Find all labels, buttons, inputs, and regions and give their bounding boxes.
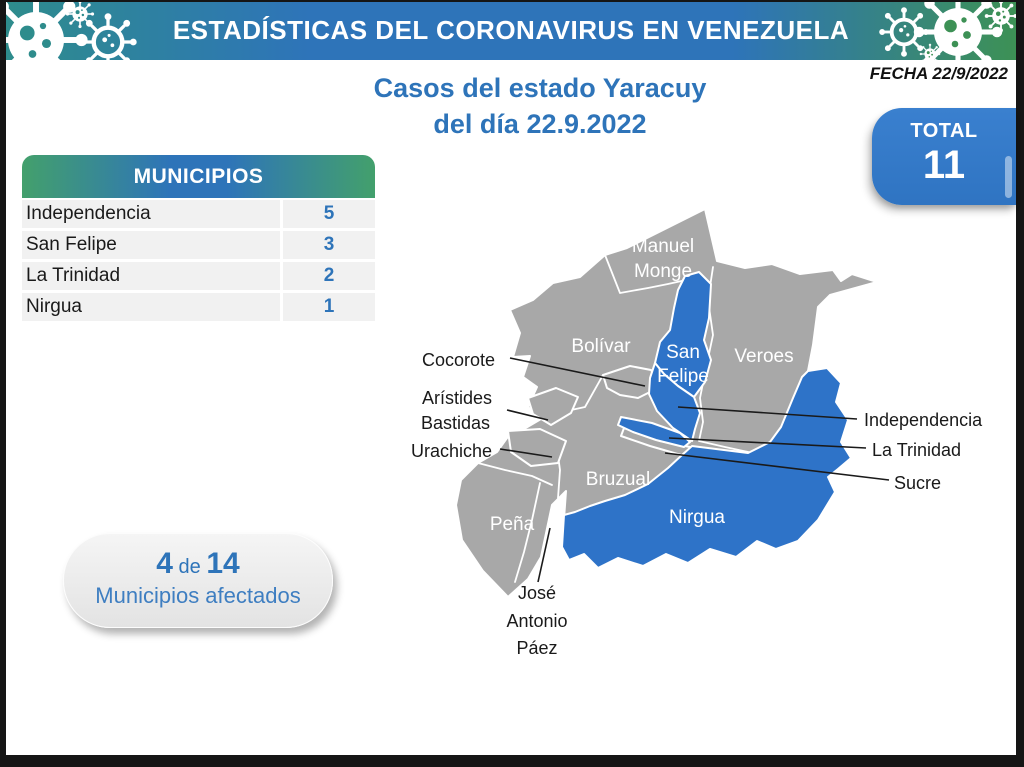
map-label-nirgua: Nirgua [669,507,725,528]
callout-line-aristides [506,409,549,421]
affected-count: 4 [156,547,173,580]
total-label: TOTAL [910,120,978,142]
map-label-jose-antonio-paez: José [518,583,556,603]
virus-icons-right [877,2,1016,60]
map-label-veroes: Veroes [734,346,793,367]
table-row-name: San Felipe [22,231,280,259]
map-label-bruzual: Bruzual [586,469,650,490]
map-label-la-trinidad: La Trinidad [872,440,961,460]
table-row-name: La Trinidad [22,262,280,290]
map-label-independencia: Independencia [864,410,983,430]
map-region-nirgua [561,367,852,569]
affected-of-word: de [178,556,201,578]
callout-line-jose-antonio-paez [537,527,551,583]
table-row-value: 5 [283,200,375,228]
slide-canvas [6,2,1016,755]
affected-caption: Municipios afectados [95,583,301,608]
map-label-san-felipe: Felipe [657,366,709,387]
callout-line-sucre [664,452,890,481]
table-body: Independencia 5 San Felipe 3 La Trinidad… [22,200,375,321]
table-row-name: Nirgua [22,293,280,321]
table-row-name: Independencia [22,200,280,228]
map-label-jose-antonio-paez: Antonio [506,611,567,631]
page-title: Casos del estado Yaracuy del día 22.9.20… [330,70,750,142]
map-label-aristides-bastidas: Bastidas [421,413,490,433]
map-region-la-trinidad [617,416,691,448]
page-title-line1: Casos del estado Yaracuy [373,73,707,103]
map-border-pena [477,462,553,583]
table-row-value: 3 [283,231,375,259]
callout-line-independencia [677,406,858,420]
total-badge: TOTAL 11 [872,108,1016,205]
map-label-urachiche: Urachiche [411,441,492,461]
callout-line-cocorote [509,357,646,387]
map-region-aristides-bastidas [527,387,579,426]
map-label-cocorote: Cocorote [422,350,495,370]
virus-icon [984,2,1016,33]
map-border-manuel-monge [604,254,687,294]
affected-total: 14 [206,547,240,580]
map-label-manuel-monge: Monge [634,261,692,282]
yaracuy-map: Manuel Monge Bolívar Veroes San Felipe B… [400,185,1020,675]
map-label-pena: Peña [490,514,535,535]
affected-count-line: 4 de 14 [64,547,332,581]
map-label-manuel-monge: Manuel [632,236,694,257]
title-banner: ESTADÍSTICAS DEL CORONAVIRUS EN VENEZUEL… [6,2,1016,60]
map-region-independencia [648,362,701,442]
affected-summary-pill: 4 de 14 Municipios afectados [63,533,333,628]
map-label-sucre: Sucre [894,473,941,493]
callout-line-la-trinidad [668,437,867,449]
table-row-value: 2 [283,262,375,290]
banner-title: ESTADÍSTICAS DEL CORONAVIRUS EN VENEZUEL… [172,15,850,45]
page-title-line2: del día 22.9.2022 [433,109,647,139]
table-row-value: 1 [283,293,375,321]
badge-highlight [1005,156,1012,198]
map-label-san-felipe: San [666,342,700,363]
map-label-jose-antonio-paez: Páez [516,638,557,658]
map-label-bolivar: Bolívar [571,336,631,357]
date-label: FECHA 22/9/2022 [869,64,1008,83]
total-value: 11 [922,143,966,187]
callout-line-urachiche [499,448,553,458]
municipios-table: MUNICIPIOS Independencia 5 San Felipe 3 … [22,155,375,321]
map-label-aristides-bastidas: Arístides [422,388,492,408]
table-header: MUNICIPIOS [22,155,375,198]
